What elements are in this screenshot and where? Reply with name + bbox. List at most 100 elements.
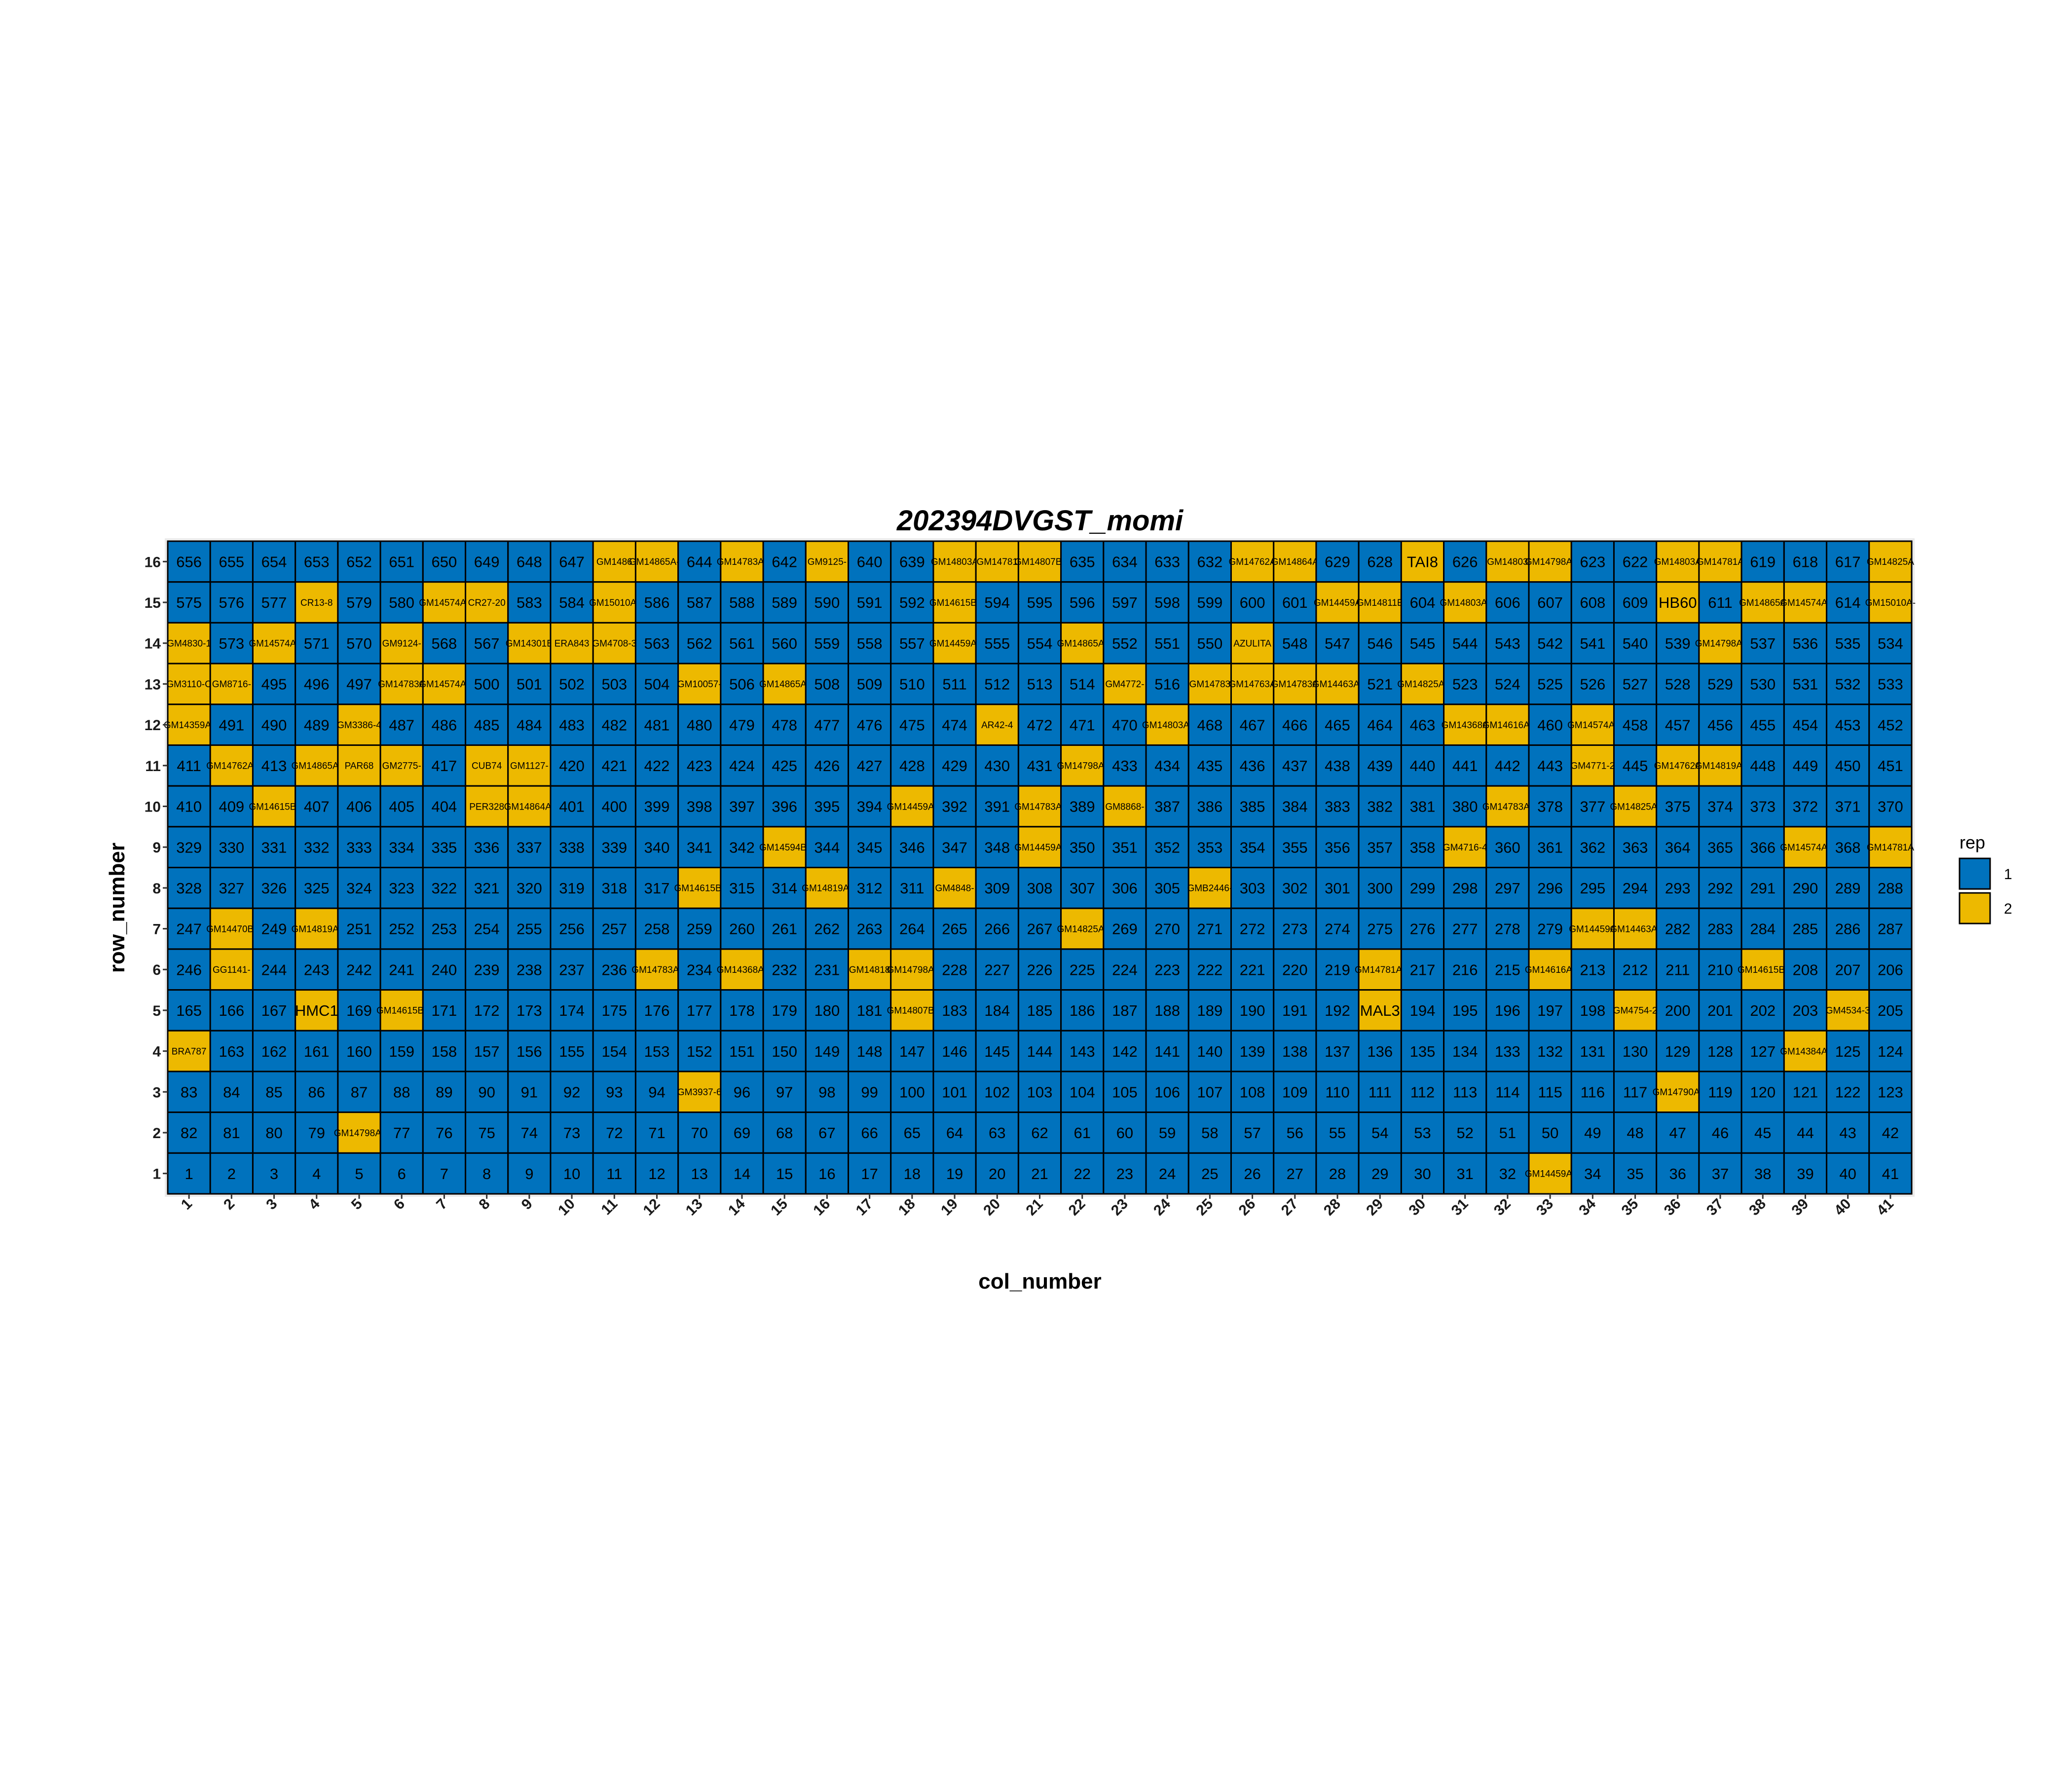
cell-label: GM10057- (677, 679, 722, 690)
cell-label: 544 (1452, 635, 1478, 652)
cell-label: 651 (389, 554, 414, 571)
cell-label: 458 (1623, 716, 1648, 734)
cell-label: 104 (1070, 1083, 1095, 1101)
cell-label: 88 (393, 1083, 410, 1101)
cell-label: GM14781A- (1355, 965, 1405, 975)
x-tick-label: 7 (433, 1196, 450, 1213)
cell-label: 533 (1878, 676, 1903, 693)
cell-label: 511 (942, 676, 966, 693)
cell-label: 551 (1154, 635, 1180, 652)
cell-label: 535 (1835, 635, 1861, 652)
cell-label: 99 (861, 1083, 878, 1101)
cell-label: 306 (1112, 880, 1138, 897)
cell-label: 59 (1159, 1124, 1176, 1142)
x-tick-label: 21 (1023, 1196, 1046, 1219)
cell-label: 365 (1707, 839, 1733, 856)
cell-label: 46 (1712, 1124, 1729, 1142)
cell-label: 167 (261, 1002, 287, 1019)
cell-label: GM14470B- (206, 924, 257, 934)
cell-label: GM14798A- (887, 965, 937, 975)
x-tick-label: 10 (555, 1196, 578, 1219)
cell-label: 405 (389, 798, 414, 815)
cell-label: 471 (1070, 716, 1095, 734)
cell-label: 77 (393, 1124, 410, 1142)
cell-label: 60 (1116, 1124, 1133, 1142)
cell-label: 484 (517, 716, 542, 734)
y-tick-label: 10 (145, 799, 161, 815)
cell-label: 537 (1750, 635, 1776, 652)
cell-label: 1 (185, 1165, 193, 1183)
y-tick-label: 11 (145, 758, 161, 775)
cell-label: 138 (1282, 1043, 1308, 1060)
cell-label: 561 (729, 635, 755, 652)
cell-label: 266 (984, 921, 1010, 938)
cell-label: 274 (1325, 921, 1350, 938)
cell-label: 294 (1623, 880, 1648, 897)
y-tick-label: 9 (152, 840, 161, 856)
cell-label: GM14574A- (419, 598, 469, 608)
cell-label: 426 (814, 757, 840, 775)
cell-label: 53 (1414, 1124, 1431, 1142)
cell-label: 586 (644, 594, 670, 611)
cell-label: 552 (1112, 635, 1138, 652)
cell-label: 307 (1070, 880, 1095, 897)
cell-label: 44 (1797, 1124, 1813, 1142)
cell-label: 466 (1282, 716, 1308, 734)
cell-label: 74 (521, 1124, 538, 1142)
cell-label: GM8716- (212, 679, 251, 690)
x-tick-label: 31 (1448, 1196, 1472, 1219)
cell-label: 213 (1580, 961, 1605, 978)
cell-label: 197 (1537, 1002, 1563, 1019)
cell-label: 165 (176, 1002, 202, 1019)
cell-label: 407 (304, 798, 330, 815)
cell-label: 75 (478, 1124, 495, 1142)
x-tick-label: 38 (1746, 1196, 1769, 1219)
cell-label: GM1127- (510, 761, 549, 772)
cell-label: 263 (857, 921, 883, 938)
cell-label: 132 (1537, 1043, 1563, 1060)
x-tick-label: 37 (1703, 1196, 1727, 1219)
cell-label: GM3110-C (166, 679, 212, 690)
cell-label: 573 (219, 635, 244, 652)
cell-label: 521 (1367, 676, 1393, 693)
cell-label: 534 (1878, 635, 1903, 652)
cell-label: 216 (1452, 961, 1478, 978)
x-tick-label: 39 (1788, 1196, 1812, 1219)
cell-label: 577 (261, 594, 287, 611)
cell-label: 330 (219, 839, 244, 856)
cell-label: 428 (899, 757, 925, 775)
cell-label: 495 (261, 676, 287, 693)
cell-label: 512 (984, 676, 1010, 693)
cell-label: 15 (776, 1165, 793, 1183)
y-tick-label: 1 (152, 1166, 161, 1183)
cell-label: 196 (1495, 1002, 1520, 1019)
cell-label: 411 (177, 757, 201, 775)
cell-label: 609 (1623, 594, 1648, 611)
cell-label: 144 (1027, 1043, 1053, 1060)
cell-label: CR13-8 (300, 598, 333, 608)
cell-label: 153 (644, 1043, 670, 1060)
cell-label: 623 (1580, 554, 1605, 571)
cell-label: 37 (1712, 1165, 1729, 1183)
cell-label: 124 (1878, 1043, 1903, 1060)
cell-label: GM14615B- (249, 802, 299, 812)
cell-label: 502 (559, 676, 585, 693)
cell-label: 579 (346, 594, 372, 611)
cell-label: 224 (1112, 961, 1138, 978)
cell-label: 614 (1835, 594, 1861, 611)
cell-label: GM4772- (1105, 679, 1144, 690)
cell-label: 39 (1797, 1165, 1813, 1183)
cell-label: 541 (1580, 635, 1605, 652)
cell-label: 80 (265, 1124, 282, 1142)
cell-label: 333 (346, 839, 372, 856)
cell-label: 285 (1793, 921, 1818, 938)
cell-label: GM14783A- (1482, 802, 1533, 812)
cell-label: GM14825A- (1057, 924, 1107, 934)
cell-label: 32 (1499, 1165, 1516, 1183)
cell-label: 177 (687, 1002, 712, 1019)
cell-label: 42 (1882, 1124, 1899, 1142)
cell-label: 351 (1112, 839, 1138, 856)
cell-label: 563 (644, 635, 670, 652)
cell-label: 555 (984, 635, 1010, 652)
cell-label: 652 (346, 554, 372, 571)
